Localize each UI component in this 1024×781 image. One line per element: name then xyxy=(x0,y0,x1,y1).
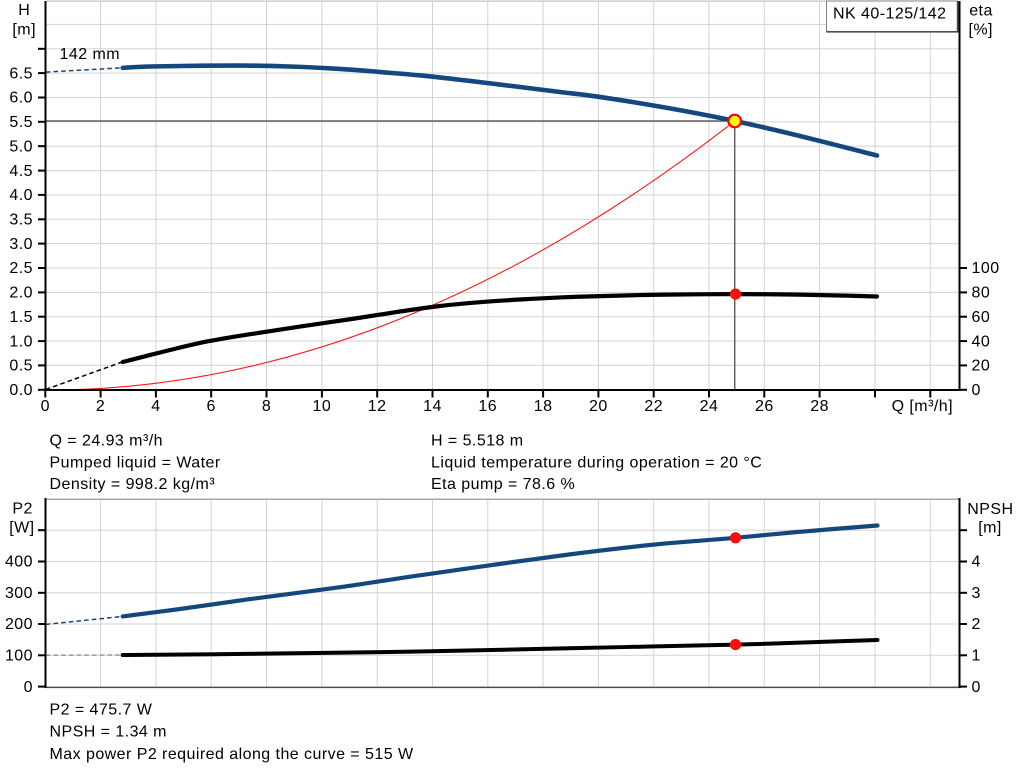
svg-text:H: H xyxy=(18,2,30,19)
svg-text:20: 20 xyxy=(972,358,991,375)
svg-text:[W]: [W] xyxy=(9,519,34,536)
svg-text:P2: P2 xyxy=(12,501,32,518)
svg-text:3: 3 xyxy=(972,585,981,602)
svg-text:300: 300 xyxy=(5,585,33,602)
svg-text:Q [m³/h]: Q [m³/h] xyxy=(892,398,953,415)
svg-text:0: 0 xyxy=(24,679,33,696)
svg-text:Liquid temperature during oper: Liquid temperature during operation = 20… xyxy=(431,455,762,472)
svg-text:400: 400 xyxy=(5,554,33,571)
svg-text:100: 100 xyxy=(972,260,1000,277)
svg-text:eta: eta xyxy=(969,2,993,19)
svg-text:142 mm: 142 mm xyxy=(60,46,121,63)
svg-text:14: 14 xyxy=(423,398,442,415)
svg-text:6.5: 6.5 xyxy=(9,65,33,82)
svg-text:10: 10 xyxy=(312,398,331,415)
svg-text:P2 = 475.7 W: P2 = 475.7 W xyxy=(50,702,153,719)
svg-text:0.0: 0.0 xyxy=(9,382,33,399)
svg-text:6: 6 xyxy=(207,398,216,415)
svg-text:H = 5.518 m: H = 5.518 m xyxy=(431,432,524,449)
svg-text:0: 0 xyxy=(41,398,50,415)
svg-text:Max power P2 required along th: Max power P2 required along the curve = … xyxy=(50,746,414,763)
svg-text:8: 8 xyxy=(262,398,271,415)
svg-text:4: 4 xyxy=(972,554,981,571)
svg-text:18: 18 xyxy=(534,398,553,415)
svg-text:60: 60 xyxy=(972,309,991,326)
svg-text:Eta pump = 78.6 %: Eta pump = 78.6 % xyxy=(431,476,575,493)
svg-text:24: 24 xyxy=(700,398,719,415)
svg-text:0: 0 xyxy=(972,382,981,399)
svg-text:NPSH = 1.34 m: NPSH = 1.34 m xyxy=(50,724,167,741)
svg-text:Density = 998.2 kg/m³: Density = 998.2 kg/m³ xyxy=(50,476,216,493)
svg-text:28: 28 xyxy=(810,398,829,415)
svg-text:3.5: 3.5 xyxy=(9,211,33,228)
svg-text:80: 80 xyxy=(972,285,991,302)
svg-text:16: 16 xyxy=(478,398,497,415)
svg-text:0: 0 xyxy=(972,679,981,696)
svg-text:200: 200 xyxy=(5,616,33,633)
svg-text:Q = 24.93 m³/h: Q = 24.93 m³/h xyxy=(50,432,163,449)
svg-text:4.5: 4.5 xyxy=(9,163,33,180)
svg-text:[m]: [m] xyxy=(978,519,1002,536)
svg-text:4: 4 xyxy=(151,398,160,415)
svg-text:4.0: 4.0 xyxy=(9,187,33,204)
svg-text:100: 100 xyxy=(5,648,33,665)
svg-text:40: 40 xyxy=(972,333,991,350)
svg-text:5.5: 5.5 xyxy=(9,114,33,131)
svg-text:0.5: 0.5 xyxy=(9,358,33,375)
svg-text:26: 26 xyxy=(755,398,774,415)
svg-text:1.5: 1.5 xyxy=(9,309,33,326)
svg-text:6.0: 6.0 xyxy=(9,90,33,107)
svg-text:5.0: 5.0 xyxy=(9,138,33,155)
svg-text:NPSH: NPSH xyxy=(967,501,1013,518)
svg-text:3.0: 3.0 xyxy=(9,236,33,253)
svg-text:12: 12 xyxy=(368,398,387,415)
svg-text:2: 2 xyxy=(96,398,105,415)
svg-text:1: 1 xyxy=(972,648,981,665)
svg-text:NK 40-125/142: NK 40-125/142 xyxy=(833,6,946,23)
svg-text:[%]: [%] xyxy=(968,21,992,38)
svg-text:Pumped liquid = Water: Pumped liquid = Water xyxy=(50,455,221,472)
svg-text:20: 20 xyxy=(589,398,608,415)
svg-text:1.0: 1.0 xyxy=(9,333,33,350)
svg-text:2.5: 2.5 xyxy=(9,260,33,277)
svg-text:2.0: 2.0 xyxy=(9,285,33,302)
svg-text:2: 2 xyxy=(972,616,981,633)
svg-text:22: 22 xyxy=(644,398,663,415)
svg-text:[m]: [m] xyxy=(12,21,36,38)
